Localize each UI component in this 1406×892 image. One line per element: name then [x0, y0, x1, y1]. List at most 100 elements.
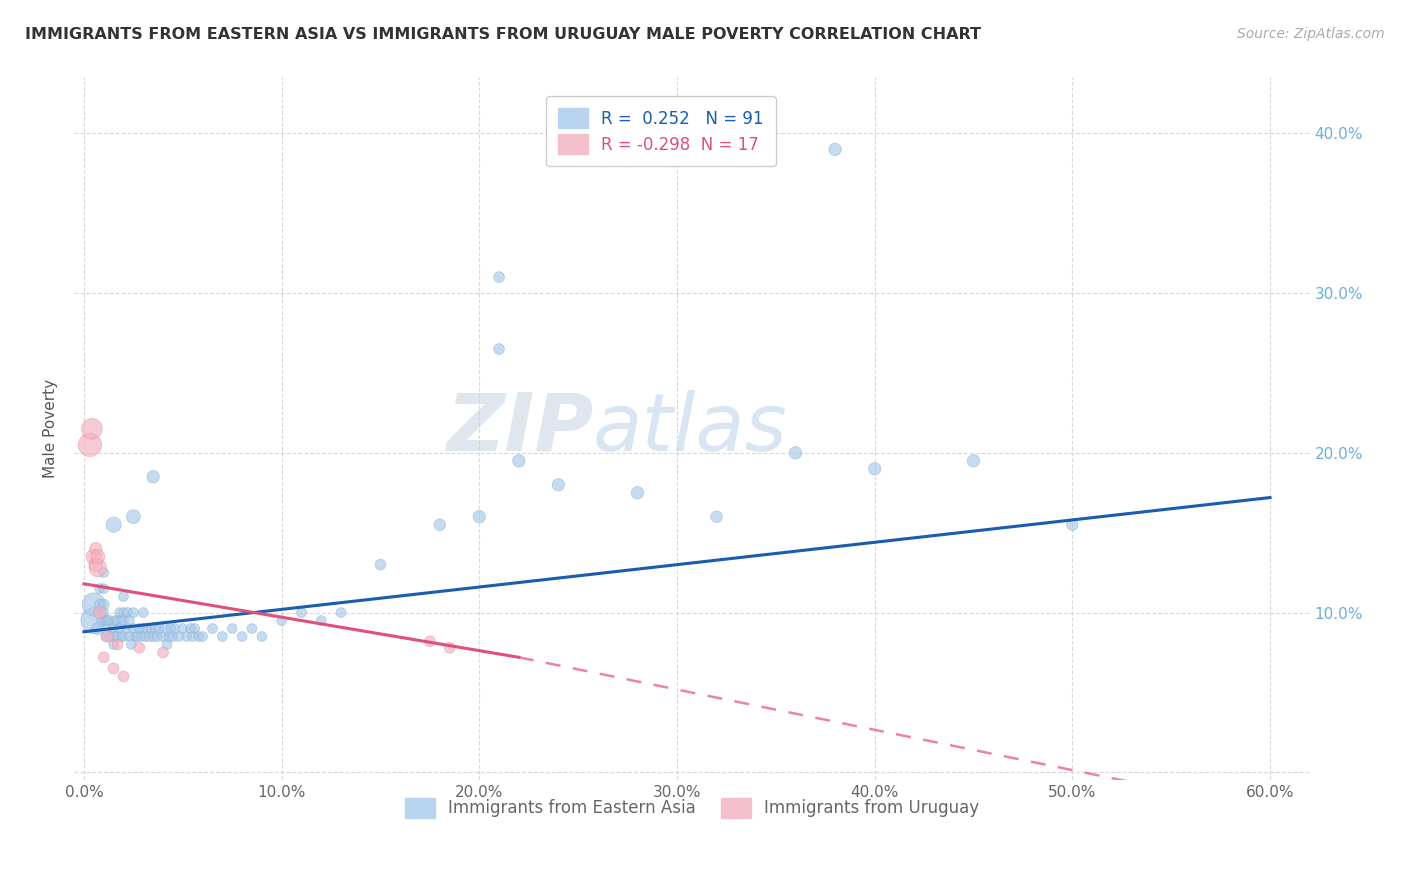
Point: [83, 614, 105, 628]
Point: [122, 622, 145, 636]
Point: [128, 640, 150, 655]
Point: [370, 558, 392, 572]
Point: [626, 485, 648, 500]
Point: [103, 661, 125, 675]
Point: [181, 630, 204, 644]
Point: [98, 614, 121, 628]
Point: [93, 582, 115, 596]
Point: [547, 477, 569, 491]
Point: [103, 622, 125, 636]
Point: [962, 454, 984, 468]
Point: [104, 614, 127, 628]
Point: [176, 630, 198, 644]
Point: [108, 606, 131, 620]
Point: [93, 650, 115, 665]
Point: [162, 630, 184, 644]
Point: [103, 638, 125, 652]
Text: ZIP: ZIP: [446, 390, 593, 468]
Point: [132, 606, 155, 620]
Text: atlas: atlas: [593, 390, 787, 468]
Point: [89, 598, 111, 612]
Point: [127, 630, 149, 644]
Point: [128, 622, 150, 636]
Point: [706, 509, 728, 524]
Point: [488, 342, 510, 356]
Point: [134, 630, 156, 644]
Point: [488, 270, 510, 285]
Point: [191, 630, 214, 644]
Point: [87, 622, 110, 636]
Point: [143, 622, 166, 636]
Point: [152, 630, 174, 644]
Point: [187, 630, 209, 644]
Point: [94, 630, 117, 644]
Point: [153, 622, 176, 636]
Point: [112, 606, 135, 620]
Point: [863, 462, 886, 476]
Point: [97, 630, 120, 644]
Text: Source: ZipAtlas.com: Source: ZipAtlas.com: [1237, 27, 1385, 41]
Point: [98, 630, 121, 644]
Point: [112, 614, 135, 628]
Point: [93, 598, 115, 612]
Point: [118, 630, 141, 644]
Point: [167, 630, 190, 644]
Point: [90, 614, 112, 628]
Point: [107, 614, 129, 628]
Point: [221, 622, 243, 636]
Point: [84, 541, 107, 556]
Point: [122, 509, 145, 524]
Point: [89, 582, 111, 596]
Point: [250, 630, 273, 644]
Point: [94, 614, 117, 628]
Point: [108, 622, 131, 636]
Point: [290, 606, 312, 620]
Point: [172, 622, 194, 636]
Point: [84, 558, 107, 572]
Point: [100, 622, 122, 636]
Point: [270, 614, 292, 628]
Point: [183, 622, 205, 636]
Point: [110, 630, 132, 644]
Point: [122, 606, 145, 620]
Point: [157, 630, 180, 644]
Point: [97, 614, 120, 628]
Point: [309, 614, 332, 628]
Point: [117, 622, 139, 636]
Point: [211, 630, 233, 644]
Point: [419, 634, 441, 648]
Text: IMMIGRANTS FROM EASTERN ASIA VS IMMIGRANTS FROM URUGUAY MALE POVERTY CORRELATION: IMMIGRANTS FROM EASTERN ASIA VS IMMIGRAN…: [25, 27, 981, 42]
Point: [824, 142, 846, 156]
Point: [136, 622, 159, 636]
Point: [240, 622, 263, 636]
Point: [148, 622, 170, 636]
Point: [80, 422, 103, 436]
Point: [118, 614, 141, 628]
Point: [83, 549, 105, 564]
Point: [87, 549, 110, 564]
Point: [89, 606, 111, 620]
Point: [87, 561, 110, 575]
Point: [103, 517, 125, 532]
Point: [93, 566, 115, 580]
Point: [129, 630, 152, 644]
Point: [120, 638, 142, 652]
Point: [429, 517, 451, 532]
Point: [156, 638, 179, 652]
Point: [146, 630, 169, 644]
Point: [152, 646, 174, 660]
Point: [132, 622, 155, 636]
Point: [329, 606, 352, 620]
Point: [160, 622, 183, 636]
Point: [112, 590, 135, 604]
Point: [112, 669, 135, 683]
Point: [508, 454, 530, 468]
Y-axis label: Male Poverty: Male Poverty: [44, 379, 58, 478]
Point: [163, 622, 186, 636]
Point: [117, 606, 139, 620]
Point: [104, 630, 127, 644]
Point: [93, 606, 115, 620]
Point: [201, 622, 224, 636]
Point: [138, 630, 160, 644]
Point: [141, 622, 163, 636]
